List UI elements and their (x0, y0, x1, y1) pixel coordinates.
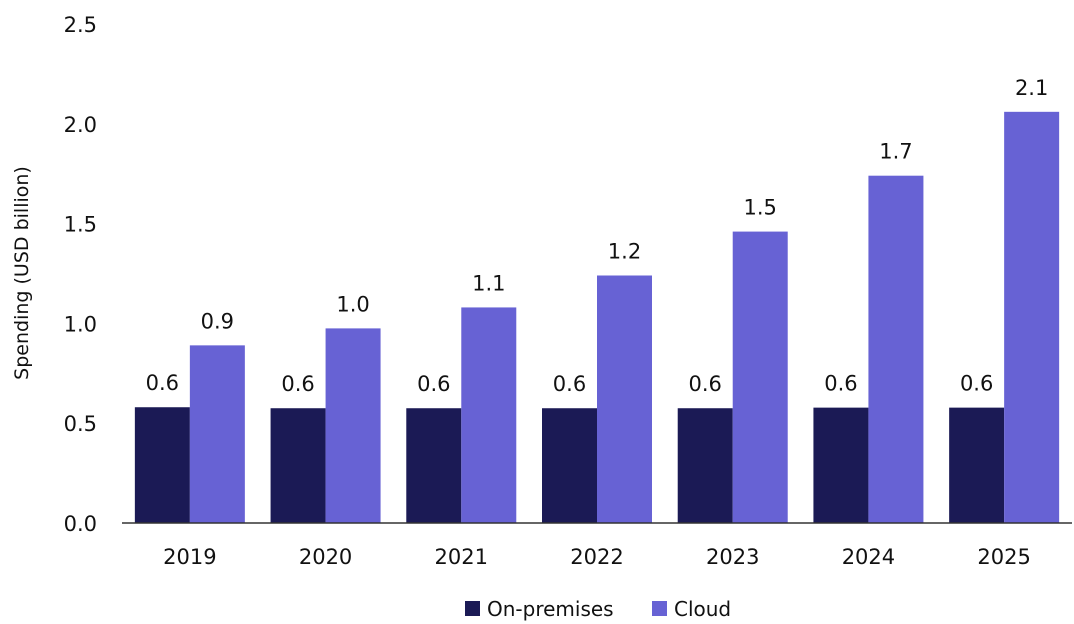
data-label: 0.6 (689, 372, 722, 396)
bar-on-premises-2024 (813, 407, 869, 523)
y-tick-label: 2.5 (64, 13, 97, 37)
data-label: 1.7 (879, 140, 912, 164)
legend-swatch (652, 601, 667, 616)
bar-cloud-2023 (732, 231, 788, 524)
data-label: 0.6 (824, 372, 857, 396)
bar-on-premises-2020 (270, 408, 326, 523)
bar-cloud-2024 (868, 175, 924, 524)
data-label: 0.9 (201, 309, 234, 333)
bar-on-premises-2022 (542, 408, 597, 523)
legend-label: Cloud (674, 597, 731, 621)
x-tick-label: 2019 (163, 545, 216, 569)
x-tick-label: 2024 (842, 545, 895, 569)
legend: On-premises Cloud (465, 597, 731, 621)
y-tick-label: 1.5 (64, 213, 97, 237)
bar-cloud-2021 (461, 307, 517, 523)
data-label: 1.0 (336, 292, 369, 316)
bar-cloud-2019 (189, 345, 245, 523)
x-tick-label: 2023 (706, 545, 759, 569)
data-label: 0.6 (553, 372, 586, 396)
data-label: 0.6 (960, 372, 993, 396)
legend-label: On-premises (487, 597, 614, 621)
y-tick-label: 0.5 (64, 412, 97, 436)
legend-swatch (465, 601, 480, 616)
data-label: 0.6 (281, 372, 314, 396)
y-tick-label: 0.0 (64, 512, 97, 536)
bar-cloud-2025 (1004, 111, 1060, 523)
data-label: 1.5 (744, 196, 777, 220)
bar-on-premises-2019 (134, 407, 190, 523)
y-tick-label: 2.0 (64, 113, 97, 137)
x-tick-label: 2025 (977, 545, 1030, 569)
bar-on-premises-2025 (949, 407, 1005, 523)
bar-on-premises-2023 (677, 408, 733, 523)
plot-area: 0.6 0.6 0.6 0.6 0.6 0.6 0.6 0.9 1.0 1.1 1.2 1.5 1.7 2… (134, 76, 1060, 524)
x-tick-label: 2020 (299, 545, 352, 569)
x-axis: 2019 2020 2021 2022 2023 2024 2025 (163, 545, 1031, 569)
data-label: 0.6 (146, 371, 179, 395)
data-label: 2.1 (1015, 76, 1048, 100)
data-label: 1.2 (608, 239, 641, 263)
data-label: 1.1 (472, 271, 505, 295)
bar-on-premises-2021 (406, 408, 462, 523)
y-axis: 0.0 0.5 1.0 1.5 2.0 2.5 (64, 13, 97, 536)
y-tick-label: 1.0 (64, 312, 97, 336)
y-axis-label: Spending (USD billion) (11, 166, 33, 380)
data-label: 0.6 (417, 372, 450, 396)
bar-cloud-2020 (325, 328, 381, 523)
bar-cloud-2022 (597, 275, 652, 523)
x-tick-label: 2022 (570, 545, 623, 569)
x-tick-label: 2021 (435, 545, 488, 569)
